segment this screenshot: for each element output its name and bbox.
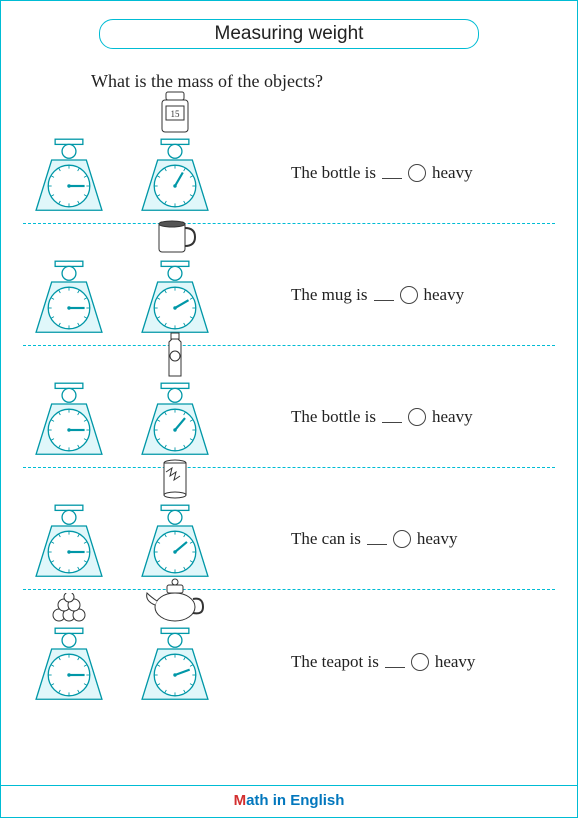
sentence-post: heavy <box>432 407 473 427</box>
scale-icon <box>23 378 115 461</box>
scale-icon <box>129 256 221 339</box>
answer-circle[interactable] <box>393 530 411 548</box>
scale-right: 15 <box>129 88 221 217</box>
answer-sentence: The mug is heavy <box>261 285 555 339</box>
answer-circle[interactable] <box>400 286 418 304</box>
answer-blank[interactable] <box>385 656 405 668</box>
answer-blank[interactable] <box>374 289 394 301</box>
sentence-pre: The bottle is <box>291 163 376 183</box>
sentence-post: heavy <box>417 529 458 549</box>
scale-icon <box>23 256 115 339</box>
answer-circle[interactable] <box>408 164 426 182</box>
scale-left <box>23 210 115 339</box>
sentence-post: heavy <box>435 652 476 672</box>
exercise-row: The mug is heavy <box>23 224 555 346</box>
scale-icon <box>129 623 221 706</box>
answer-sentence: The can is heavy <box>261 529 555 583</box>
sentence-pre: The teapot is <box>291 652 379 672</box>
footer: Math in English <box>1 785 577 817</box>
answer-circle[interactable] <box>411 653 429 671</box>
scale-right <box>129 454 221 583</box>
scale-icon <box>23 623 115 706</box>
scale-icon <box>129 378 221 461</box>
sentence-pre: The bottle is <box>291 407 376 427</box>
bottle-square-icon: 15 <box>158 88 192 134</box>
scale-icon <box>23 500 115 583</box>
scale-right <box>129 210 221 339</box>
exercise-row: The can is heavy <box>23 468 555 590</box>
exercise-row: The teapot is heavy <box>23 590 555 712</box>
answer-circle[interactable] <box>408 408 426 426</box>
scale-left <box>23 454 115 583</box>
scale-icon <box>129 500 221 583</box>
scale-right <box>129 332 221 461</box>
sentence-pre: The mug is <box>291 285 368 305</box>
teapot-icon <box>143 577 207 623</box>
sentence-post: heavy <box>424 285 465 305</box>
worksheet-title: Measuring weight <box>99 19 479 49</box>
answer-sentence: The bottle is heavy <box>261 407 555 461</box>
answer-blank[interactable] <box>367 533 387 545</box>
sentence-pre: The can is <box>291 529 361 549</box>
answer-blank[interactable] <box>382 411 402 423</box>
svg-text:15: 15 <box>171 109 181 119</box>
scale-icon <box>129 134 221 217</box>
answer-sentence: The bottle is heavy <box>261 163 555 217</box>
exercise-rows: 15 The bottle is heavy <box>1 102 577 712</box>
exercise-row: The bottle is heavy <box>23 346 555 468</box>
footer-rest: ath in English <box>246 792 344 809</box>
sentence-post: heavy <box>432 163 473 183</box>
answer-sentence: The teapot is heavy <box>261 652 555 706</box>
scale-icon <box>23 134 115 217</box>
answer-blank[interactable] <box>382 167 402 179</box>
mug-icon <box>153 210 197 256</box>
scale-left <box>23 577 115 706</box>
scale-right <box>129 577 221 706</box>
balls-icon <box>49 577 89 623</box>
can-icon <box>162 454 188 500</box>
exercise-row: 15 The bottle is heavy <box>23 102 555 224</box>
scale-left <box>23 88 115 217</box>
bottle-tall-icon <box>164 332 186 378</box>
footer-m: M <box>234 792 247 809</box>
scale-left <box>23 332 115 461</box>
